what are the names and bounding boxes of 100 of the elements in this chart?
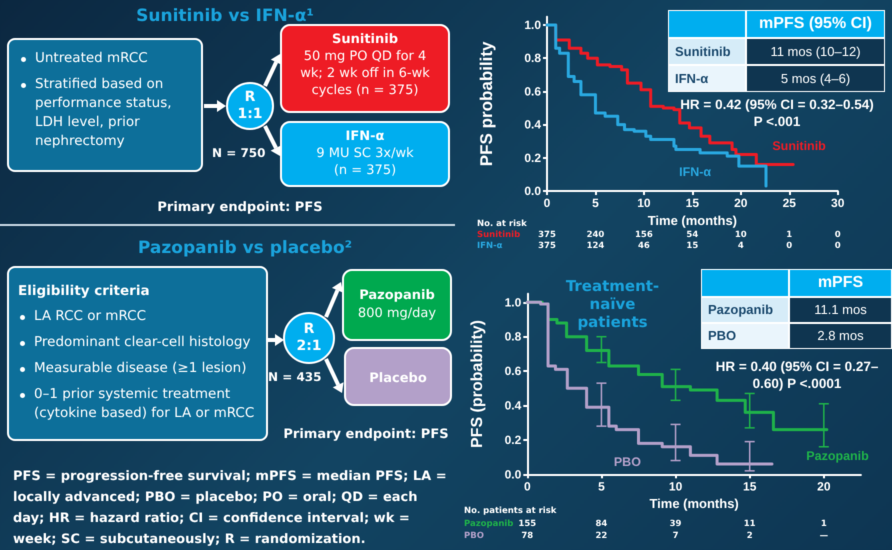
text: 10	[734, 230, 747, 240]
text: IFN-α	[477, 241, 502, 251]
text: 22	[596, 531, 608, 541]
text: 1	[786, 230, 792, 240]
x-tick-label: 25	[782, 196, 796, 210]
text: 0	[834, 230, 841, 240]
text: 375	[538, 241, 556, 251]
text: 800 mg/day	[356, 305, 438, 323]
text: R	[244, 89, 256, 106]
y-axis-title: PFS (probability)	[468, 320, 486, 448]
text: Primary endpoint: PFS	[156, 200, 324, 215]
text: IFN-α	[344, 128, 386, 145]
annotation: P <.001	[752, 113, 802, 130]
y-tick-label: 0.4	[524, 118, 542, 132]
text: 375	[538, 230, 556, 240]
text: 39	[670, 519, 682, 529]
text: Pazopanib	[464, 519, 514, 529]
text: Primary endpoint: PFS	[282, 427, 450, 442]
y-tick-label: 1.0	[524, 18, 542, 32]
text: 4	[738, 241, 744, 251]
text: mPFS	[818, 274, 864, 291]
x-tick-label: 15	[686, 196, 700, 210]
annotation: 11 mos (10–12)	[746, 38, 885, 65]
text: 2:1	[296, 338, 322, 355]
text: Predominant clear-cell histology	[34, 334, 250, 350]
text: Placebo	[344, 347, 452, 406]
text: 156	[635, 230, 653, 240]
text: Eligibility criteria	[18, 282, 151, 301]
text: 2	[746, 531, 753, 541]
text: 46	[638, 241, 650, 251]
text: 15	[686, 241, 698, 251]
text: 240	[586, 230, 604, 240]
y-tick-label: 0.8	[524, 51, 542, 66]
text: 0	[834, 241, 841, 251]
annotation: mPFS (95% CI)	[746, 10, 885, 38]
x-tick-label: 0	[544, 196, 551, 210]
x-axis-title: Time (months)	[649, 496, 739, 512]
annotation: 11.1 mos	[789, 297, 892, 323]
text: 0	[786, 241, 792, 251]
x-tick-label: 20	[734, 196, 748, 210]
y-tick-label: 0.2	[504, 432, 522, 447]
text: 124	[586, 241, 604, 251]
annotation: PBO	[701, 323, 789, 349]
annotation: 2.8 mos	[789, 323, 892, 349]
text: No. at risk	[477, 219, 527, 229]
text: Sunitinib vs IFN-α¹	[135, 6, 315, 26]
series-label: PBO	[614, 454, 641, 469]
x-tick-label: 5	[592, 196, 600, 210]
y-tick-label: 0.2	[524, 150, 542, 165]
x-axis-title: Time (months)	[648, 212, 738, 228]
text: Untreated mRCC	[35, 50, 148, 66]
text: PFS = progression-free survival; mPFS = median PFS; LA = locally advanced; PBO = placebo; PO = oral; QD = each day; HR = hazard ratio; CI = confidence interval; wk = week; SC = subcutaneously; R = randomization.	[13, 468, 448, 549]
text: Measurable disease (≥1 lesion)	[34, 360, 246, 376]
text: R	[304, 321, 314, 338]
text: LA RCC or mRCC	[34, 308, 146, 324]
y-tick-label: 0.0	[504, 467, 522, 482]
y-tick-label: 0.6	[524, 84, 542, 98]
text: No. patients at risk	[464, 506, 556, 516]
text: 54	[686, 230, 698, 240]
y-tick-label: 0.6	[504, 364, 522, 378]
x-tick-label: 10	[637, 196, 651, 210]
x-tick-label: 5	[598, 479, 606, 494]
text: 78	[521, 531, 534, 541]
annotation: Sunitinib	[668, 38, 746, 65]
text: PBO	[464, 531, 484, 541]
text: 9 MU SC 3x/wk (n = 375)	[315, 145, 415, 179]
annotation: Pazopanib	[701, 297, 789, 323]
series-label: IFN-α	[679, 164, 712, 179]
x-tick-label: 15	[743, 479, 757, 494]
text: Pazopanib vs placebo²	[136, 238, 354, 258]
annotation: 5 mos (4–6)	[746, 65, 885, 92]
y-axis-title: PFS probability	[477, 40, 496, 166]
text: Stratified based on performance status, LDH level, prior nephrectomy	[35, 76, 172, 149]
x-tick-label: 10	[668, 479, 683, 494]
text: —	[820, 531, 828, 541]
y-tick-label: 0.4	[504, 398, 522, 412]
text: 155	[518, 519, 536, 529]
x-tick-label: 20	[817, 479, 831, 494]
text: Pazopanib	[358, 287, 436, 305]
annotation: IFN-α	[668, 65, 746, 92]
annotation: HR = 0.40 (95% CI = 0.27–0.60) P <.0001	[714, 358, 880, 392]
text: 84	[596, 519, 608, 529]
text: Sunitinib	[330, 31, 399, 48]
text: 0–1 prior systemic treatment (cytokine based) for LA or mRCC	[34, 386, 254, 421]
x-tick-label: 0	[524, 479, 531, 494]
text: 7	[672, 531, 679, 541]
y-tick-label: 0.0	[524, 184, 542, 198]
text: 1	[820, 519, 827, 529]
text: 11	[744, 519, 756, 529]
text: N = 750	[212, 146, 266, 160]
series-label: Sunitinib	[772, 138, 826, 153]
y-tick-label: 1.0	[504, 295, 522, 310]
text: Sunitinib	[477, 230, 520, 240]
text: N = 435	[268, 370, 322, 384]
annotation: HR = 0.42 (95% CI = 0.32–0.54)	[679, 96, 875, 113]
chart-title: Treatment-naïve patients	[564, 277, 660, 331]
series-label: Pazopanib	[806, 449, 869, 464]
text: 50 mg PO QD for 4 wk; 2 wk off in 6-wk cycles (n = 375)	[299, 48, 431, 99]
text: 1:1	[237, 106, 263, 123]
x-tick-label: 30	[831, 196, 845, 210]
